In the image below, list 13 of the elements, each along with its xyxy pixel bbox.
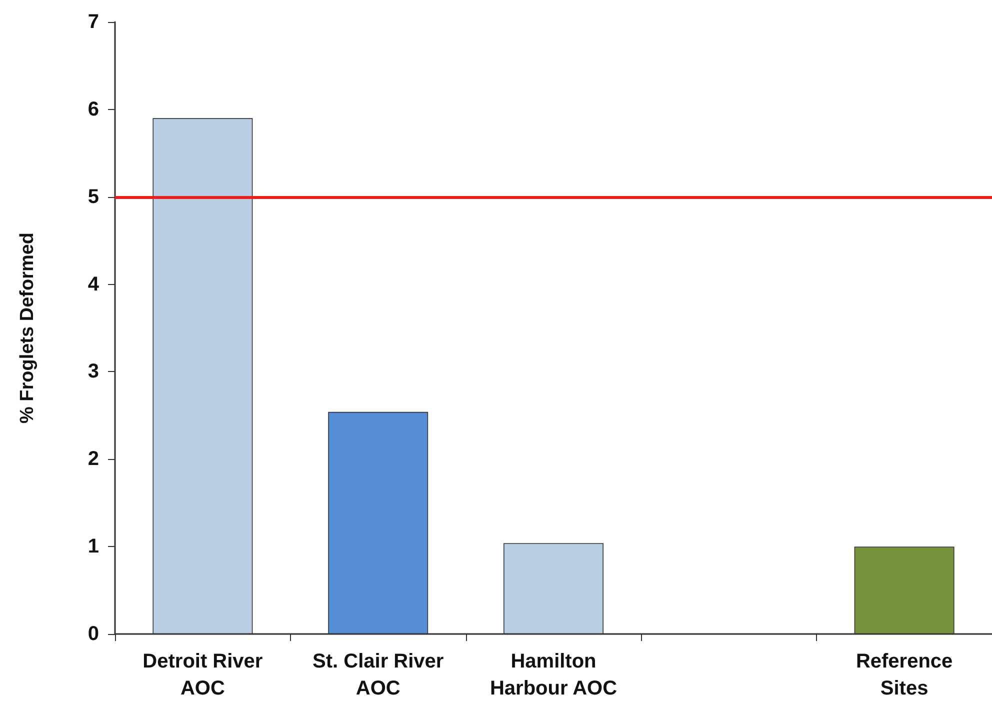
- y-tick-label: 5: [88, 186, 99, 208]
- y-tick-label: 4: [88, 273, 100, 296]
- y-tick-label: 0: [88, 623, 99, 645]
- y-tick-label: 7: [88, 11, 99, 33]
- y-tick-label: 3: [88, 360, 99, 383]
- y-tick-label: 2: [88, 448, 99, 470]
- x-tick-label: Reference Sites: [856, 650, 953, 700]
- x-tick-label: Detroit River AOC: [142, 650, 263, 700]
- y-tick-label: 1: [88, 536, 99, 558]
- x-tick-label: Hamilton Harbour AOC: [490, 650, 618, 700]
- y-axis-title: % Froglets Deformed: [17, 232, 38, 424]
- y-tick-label: 6: [88, 98, 99, 120]
- x-tick-label: St. Clair River AOC: [312, 650, 444, 700]
